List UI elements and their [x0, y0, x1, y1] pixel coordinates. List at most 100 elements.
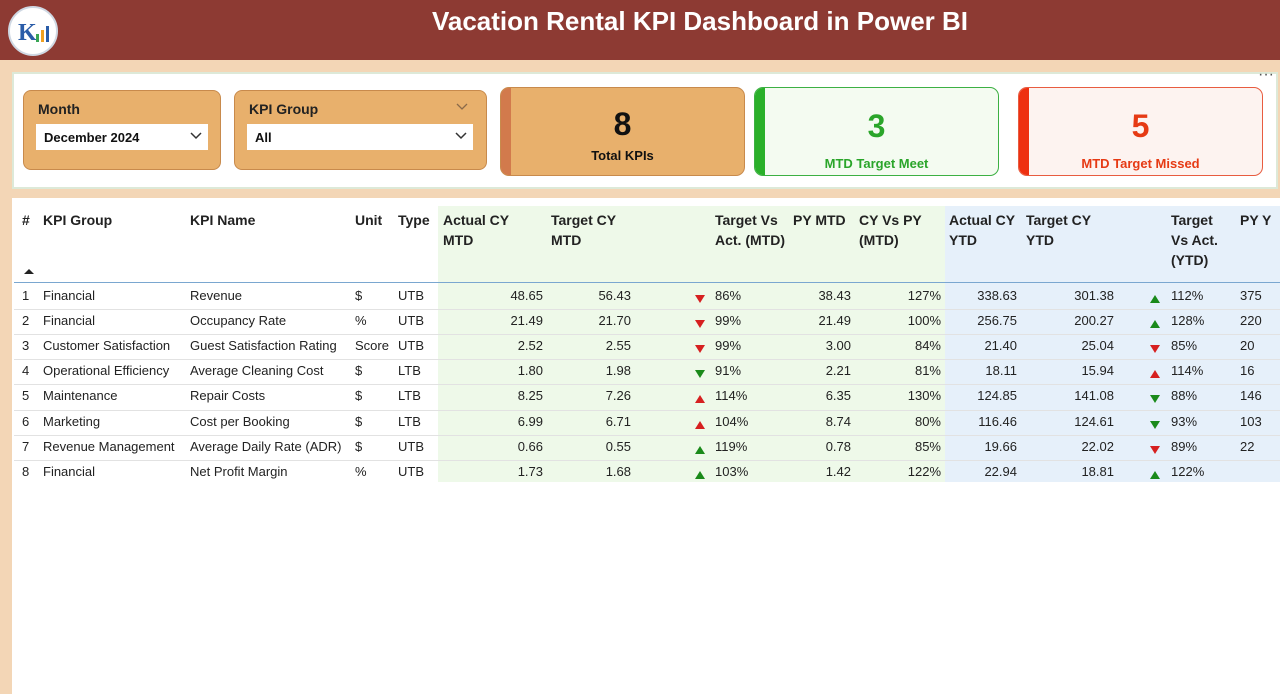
table-cell: 114%	[715, 388, 780, 403]
row-divider	[14, 359, 1280, 360]
table-cell: 122%	[859, 464, 941, 479]
arrow-icon	[1150, 294, 1160, 304]
arrow-icon	[1150, 344, 1160, 354]
table-cell: 89%	[1171, 439, 1231, 454]
table-cell: 3.00	[793, 338, 851, 353]
table-cell: 93%	[1171, 414, 1231, 429]
table-cell: 1.80	[443, 363, 543, 378]
table-cell: 6.71	[551, 414, 631, 429]
table-cell: 21.49	[443, 313, 543, 328]
table-cell: 18.11	[949, 363, 1017, 378]
table-cell: 21.49	[793, 313, 851, 328]
table-cell: 5	[22, 388, 40, 403]
slicer-dropdown[interactable]: December 2024	[36, 124, 208, 150]
arrow-icon	[695, 344, 705, 354]
status-arrow	[1150, 316, 1160, 326]
status-arrow	[695, 341, 705, 351]
sort-indicator[interactable]	[24, 268, 34, 275]
table-cell: LTB	[398, 388, 436, 403]
table-cell: 146	[1240, 388, 1280, 403]
column-header: PY MTD	[793, 210, 855, 230]
card-value: 8	[501, 106, 744, 143]
table-cell: 2.55	[551, 338, 631, 353]
column-header: Target CY YTD	[1026, 210, 1118, 250]
status-arrow	[1150, 467, 1160, 477]
table-cell: Average Cleaning Cost	[190, 363, 352, 378]
table-cell: $	[355, 388, 397, 403]
table-cell: 85%	[859, 439, 941, 454]
table-cell: 104%	[715, 414, 780, 429]
table-cell: 130%	[859, 388, 941, 403]
table-cell: LTB	[398, 363, 436, 378]
table-cell: 1.73	[443, 464, 543, 479]
dashboard-title: Vacation Rental KPI Dashboard in Power B…	[200, 6, 1200, 37]
table-cell: 80%	[859, 414, 941, 429]
table-cell: 16	[1240, 363, 1280, 378]
table-cell: 84%	[859, 338, 941, 353]
table-cell: Repair Costs	[190, 388, 352, 403]
status-arrow	[1150, 366, 1160, 376]
status-arrow	[1150, 341, 1160, 351]
row-divider	[14, 410, 1280, 411]
table-cell: UTB	[398, 338, 436, 353]
arrow-icon	[1150, 420, 1160, 430]
column-header: KPI Group	[43, 210, 188, 230]
table-cell: 338.63	[949, 288, 1017, 303]
table-cell: 256.75	[949, 313, 1017, 328]
table-cell: 103%	[715, 464, 780, 479]
table-cell: Financial	[43, 313, 188, 328]
table-cell: 112%	[1171, 288, 1231, 303]
table-cell: 99%	[715, 313, 780, 328]
slicer-label: KPI Group	[249, 101, 318, 117]
table-cell: 8.25	[443, 388, 543, 403]
table-cell: 114%	[1171, 363, 1231, 378]
table-cell: Average Daily Rate (ADR)	[190, 439, 352, 454]
card-label: MTD Target Missed	[1019, 156, 1262, 171]
table-cell: 100%	[859, 313, 941, 328]
row-divider	[14, 309, 1280, 310]
row-divider	[14, 384, 1280, 385]
table-cell: 8	[22, 464, 40, 479]
table-cell: Revenue	[190, 288, 352, 303]
table-cell: 91%	[715, 363, 780, 378]
table-cell: 1.98	[551, 363, 631, 378]
table-cell: Revenue Management	[43, 439, 188, 454]
arrow-icon	[695, 420, 705, 430]
arrow-icon	[695, 319, 705, 329]
row-divider	[14, 460, 1280, 461]
table-cell: 116.46	[949, 414, 1017, 429]
table-cell: 7.26	[551, 388, 631, 403]
table-cell: 4	[22, 363, 40, 378]
table-cell: %	[355, 464, 397, 479]
table-cell: 38.43	[793, 288, 851, 303]
table-cell: 128%	[1171, 313, 1231, 328]
table-cell: 22.02	[1026, 439, 1114, 454]
more-options[interactable]: ···	[1258, 66, 1274, 84]
status-arrow	[695, 467, 705, 477]
column-header: Target Vs Act. (MTD)	[715, 210, 785, 250]
table-cell: 2	[22, 313, 40, 328]
card-label: Total KPIs	[501, 148, 744, 163]
table-cell: 7	[22, 439, 40, 454]
table-cell: 15.94	[1026, 363, 1114, 378]
header-rule	[14, 282, 1280, 283]
logo-icon: K	[10, 8, 56, 54]
column-header: Type	[398, 210, 436, 230]
total-kpis-card: 8 Total KPIs	[500, 87, 745, 176]
status-arrow	[695, 366, 705, 376]
row-divider	[14, 435, 1280, 436]
table-cell: 1	[22, 288, 40, 303]
target-meet-card: 3 MTD Target Meet	[754, 87, 999, 176]
table-cell: 88%	[1171, 388, 1231, 403]
table-cell: 127%	[859, 288, 941, 303]
slicer-dropdown[interactable]: All	[247, 124, 473, 150]
arrow-icon	[695, 369, 705, 379]
table-cell: 21.70	[551, 313, 631, 328]
table-cell: 3	[22, 338, 40, 353]
status-arrow	[695, 417, 705, 427]
column-header: Target CY MTD	[551, 210, 641, 250]
table-cell: Score	[355, 338, 397, 353]
table-cell: $	[355, 414, 397, 429]
table-cell: 18.81	[1026, 464, 1114, 479]
